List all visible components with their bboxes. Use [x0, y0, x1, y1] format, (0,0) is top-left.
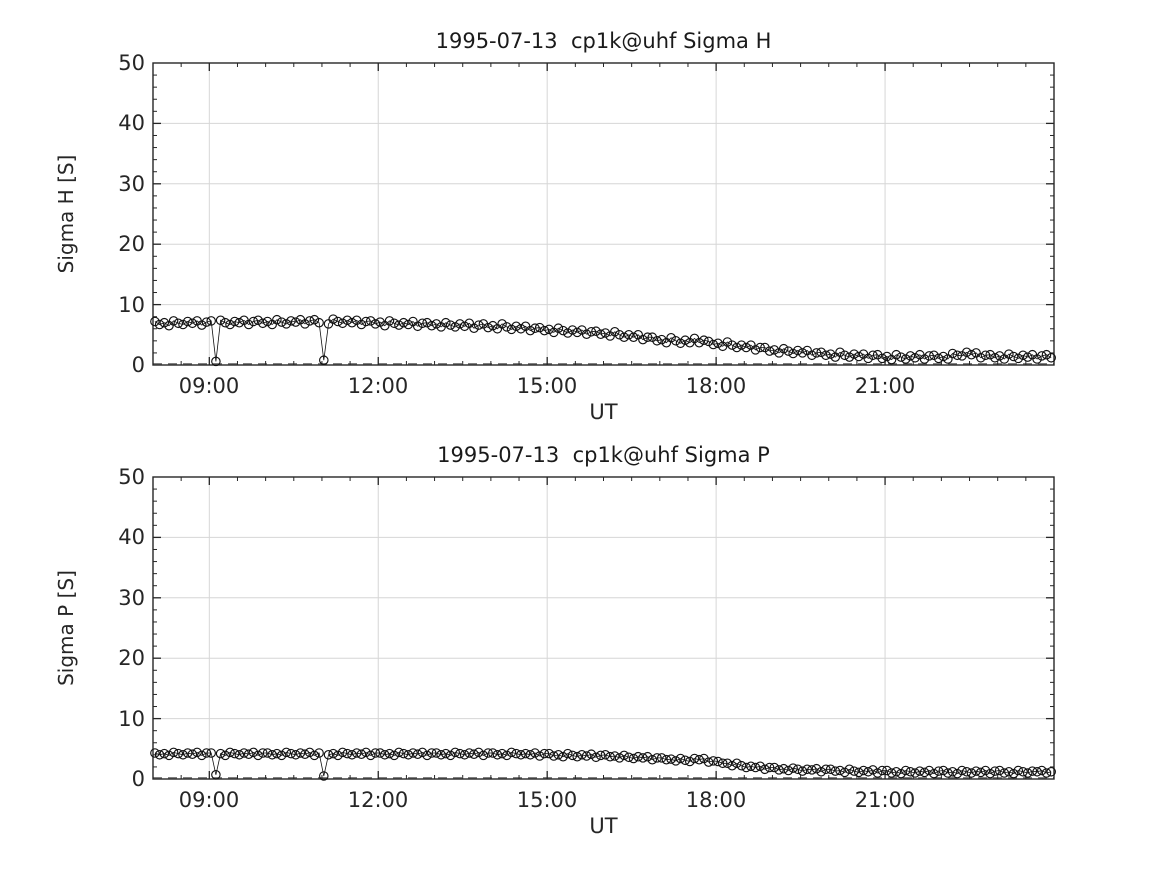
chart-title: 1995-07-13 cp1k@uhf Sigma H	[435, 29, 772, 53]
x-axis-label: UT	[589, 400, 618, 424]
x-tick-label: 15:00	[516, 374, 578, 398]
x-tick-label: 21:00	[854, 374, 916, 398]
y-tick-label: 20	[118, 232, 145, 256]
sigma-p-plot-canvas	[150, 476, 1056, 781]
y-tick-label: 50	[118, 51, 145, 75]
x-tick-label: 12:00	[347, 788, 409, 812]
y-tick-label: 0	[131, 353, 145, 377]
sigma-h-plot-canvas	[150, 62, 1056, 367]
x-tick-label: 18:00	[685, 374, 747, 398]
y-tick-label: 40	[118, 111, 145, 135]
y-tick-label: 50	[118, 465, 145, 489]
x-tick-label: 12:00	[347, 374, 409, 398]
y-tick-label: 20	[118, 646, 145, 670]
chart-title: 1995-07-13 cp1k@uhf Sigma P	[437, 443, 770, 467]
x-tick-label: 18:00	[685, 788, 747, 812]
y-tick-label: 10	[118, 707, 145, 731]
data-series	[150, 747, 1056, 781]
y-tick-label: 0	[131, 767, 145, 791]
y-tick-label: 30	[118, 172, 145, 196]
x-tick-label: 09:00	[178, 788, 240, 812]
x-tick-label: 15:00	[516, 788, 578, 812]
data-series	[150, 314, 1056, 367]
y-axis-label: Sigma P [S]	[54, 570, 78, 686]
x-axis-label: UT	[589, 814, 618, 838]
y-tick-label: 10	[118, 293, 145, 317]
y-axis-label: Sigma H [S]	[54, 154, 78, 274]
x-tick-label: 09:00	[178, 374, 240, 398]
y-tick-label: 40	[118, 525, 145, 549]
x-tick-label: 21:00	[854, 788, 916, 812]
y-tick-label: 30	[118, 586, 145, 610]
